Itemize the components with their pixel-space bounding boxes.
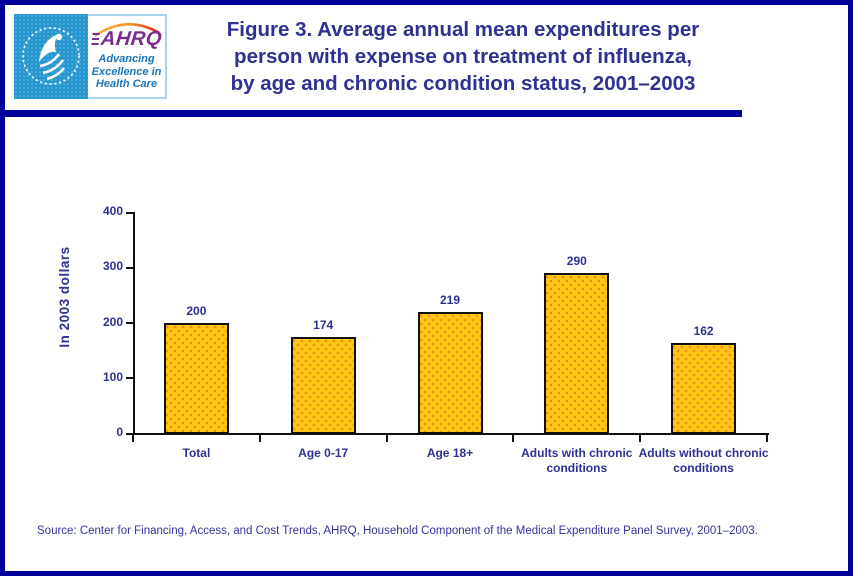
figure-title-line: person with expense on treatment of infl… <box>234 45 692 68</box>
ahrq-acronym: AHRQ <box>99 28 163 50</box>
y-tick-label: 300 <box>102 259 123 274</box>
tagline-line: Advancing <box>98 53 155 65</box>
y-tick-label: 200 <box>102 314 123 329</box>
figure-title-line: by age and chronic condition status, 200… <box>230 72 696 95</box>
bar-chart: 0 100 200 300 400 200 Total 174 Age 0-17 219 Age 1… <box>5 125 848 505</box>
y-tick-label: 400 <box>102 204 123 218</box>
y-tick <box>126 322 134 324</box>
y-tick-label: 100 <box>102 369 123 384</box>
y-tick-label: 0 <box>116 425 123 439</box>
bar-value-label: 219 <box>439 293 461 307</box>
category-label: Adults without chronic conditions <box>638 446 769 475</box>
y-tick <box>126 377 134 380</box>
x-tick <box>385 435 388 442</box>
bar <box>290 336 356 434</box>
agency-logo: AHRQ Advancing Excellence in Health Care <box>14 14 167 99</box>
rainbow-arc-icon <box>94 23 160 37</box>
x-tick <box>512 435 515 442</box>
bar <box>163 322 229 434</box>
x-tick <box>639 435 642 442</box>
y-tick <box>126 266 134 269</box>
bar <box>671 343 737 434</box>
bar-value-label: 290 <box>566 253 587 268</box>
bar <box>417 312 483 434</box>
speedlines-icon <box>90 33 100 46</box>
ahrq-tagline: Advancing Excellence in Health Care <box>92 53 162 91</box>
x-axis <box>133 433 769 435</box>
bar-value-label: 174 <box>313 317 334 332</box>
figure-title-line: Figure 3. Average annual mean expenditur… <box>226 18 700 41</box>
category-label: Age 18+ <box>426 446 474 460</box>
ahrq-wordmark: AHRQ <box>90 28 163 51</box>
figure-title: Figure 3. Average annual mean expenditur… <box>180 16 746 97</box>
tagline-line: Health Care <box>95 78 158 90</box>
y-tick <box>126 432 134 435</box>
y-tick <box>126 211 134 214</box>
hhs-logo <box>14 14 88 99</box>
y-axis <box>133 212 135 435</box>
category-label: Age 0-17 <box>298 446 349 460</box>
title-divider-bar <box>5 110 742 117</box>
category-label: Total <box>182 446 211 460</box>
x-tick <box>258 435 261 442</box>
bar <box>544 272 610 434</box>
bar-value-label: 200 <box>186 303 207 318</box>
figure-content: AHRQ Advancing Excellence in Health Care… <box>5 5 848 571</box>
category-label: Adults with chronic conditions <box>521 446 633 475</box>
x-tick <box>132 435 134 442</box>
tagline-line: Excellence in <box>91 65 162 78</box>
hhs-eagle-icon <box>22 27 80 85</box>
source-note: Source: Center for Financing, Access, an… <box>37 525 758 537</box>
bar-value-label: 162 <box>693 324 714 339</box>
x-tick <box>766 435 768 442</box>
ahrq-logo: AHRQ Advancing Excellence in Health Care <box>88 14 167 99</box>
